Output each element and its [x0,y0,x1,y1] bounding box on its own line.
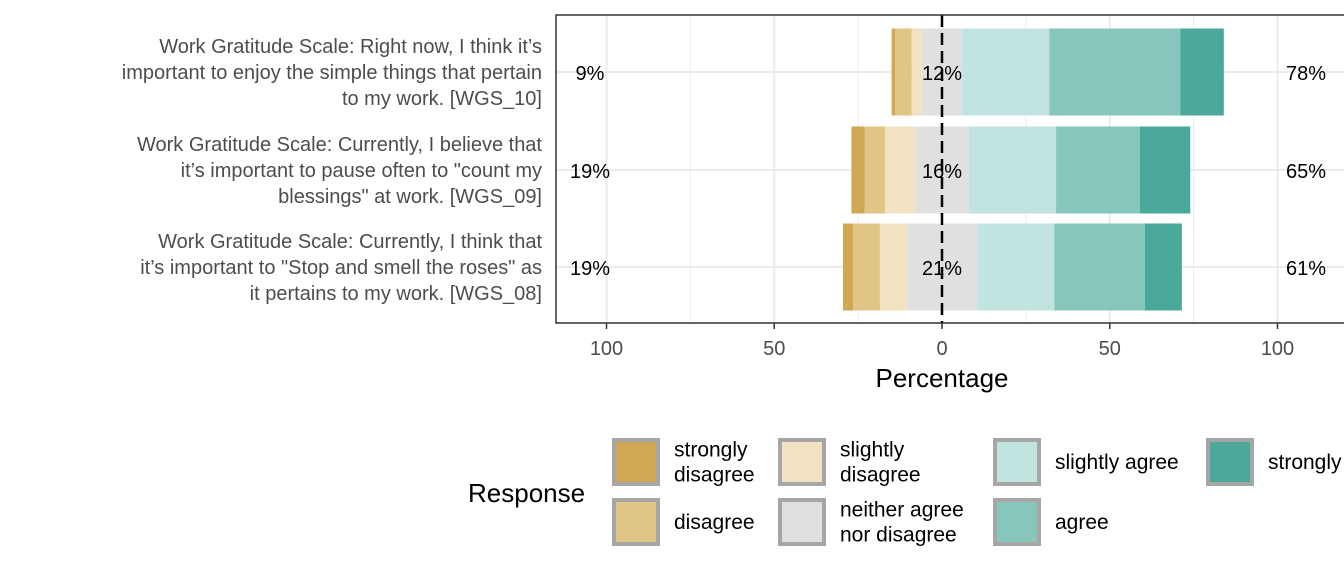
bar-segment-disagree [853,223,880,311]
legend-key [612,498,660,546]
legend-key [778,498,826,546]
legend-label: agree [1055,511,1109,534]
percent-label-neutral: 12% [922,63,962,85]
legend-label: disagree [840,464,921,487]
legend-label: disagree [674,511,755,534]
x-tick-label: 50 [763,338,785,360]
item-label-line: Work Gratitude Scale: Right now, I think… [159,36,542,58]
legend-title: Response [468,478,585,508]
x-axis-ticks: 100 50 0 50 100 [590,323,1294,360]
legend-label: nor disagree [840,524,957,547]
item-labels: Work Gratitude Scale: Right now, I think… [122,36,543,305]
legend-key [993,438,1041,486]
bar-segment-strongly-agree [1180,28,1224,116]
item-label-line: important to enjoy the simple things tha… [122,62,542,84]
bar-segment-slightly-agree [962,28,1050,116]
x-tick-label: 50 [1099,338,1121,360]
item-label-line: to my work. [WGS_10] [342,88,542,110]
legend-key [1206,438,1254,486]
bar-segment-disagree [864,126,885,214]
legend-label: slightly agree [1055,451,1179,474]
legend-key [778,438,826,486]
bar-segment-strongly-agree [1144,223,1182,311]
item-label-line: blessings" at work. [WGS_09] [278,186,542,208]
x-tick-label: 100 [1261,338,1294,360]
bar-segment-agree [1054,223,1145,311]
item-label-line: Work Gratitude Scale: Currently, I belie… [137,134,542,156]
percent-label-low: 9% [576,63,605,85]
bar-segment-slightly-disagree [911,28,922,116]
percent-label-high: 61% [1286,258,1326,280]
legend-key [612,438,660,486]
bar-segment-strongly-disagree [851,126,865,214]
bar-segment-strongly-disagree [843,223,854,311]
bar-segment-slightly-disagree [879,223,907,311]
bar-segment-agree [1049,28,1181,116]
x-tick-label: 100 [590,338,623,360]
legend-key [993,498,1041,546]
percent-label-neutral: 16% [922,161,962,183]
bars [843,28,1224,311]
item-label-line: it’s important to "Stop and smell the ro… [140,257,542,279]
percent-label-neutral: 21% [922,258,962,280]
bar-segment-slightly-agree [977,223,1055,311]
percent-labels: 9% 12% 78% 19% 16% 65% 19% 21% 61% [570,63,1326,280]
legend-label: disagree [674,464,755,487]
legend-label: slightly [840,439,905,462]
item-label-line: it pertains to my work. [WGS_08] [250,283,542,305]
item-label-line: it’s important to pause often to "count … [181,160,542,182]
legend: stronglydisagreedisagreeslightlydisagree… [612,438,1344,547]
x-tick-label: 0 [936,338,947,360]
bar-segment-disagree [895,28,912,116]
item-label-line: Work Gratitude Scale: Currently, I think… [158,231,542,253]
bar-segment-strongly-disagree [891,28,896,116]
percent-label-high: 65% [1286,161,1326,183]
bar-segment-agree [1056,126,1140,214]
bar-segment-slightly-disagree [884,126,916,214]
legend-label: neither agree [840,499,964,522]
percent-label-high: 78% [1286,63,1326,85]
x-axis-title: Percentage [876,363,1009,393]
bar-segment-strongly-agree [1139,126,1191,214]
legend-label: strongly agree [1268,451,1344,474]
percent-label-low: 19% [570,161,610,183]
percent-label-low: 19% [570,258,610,280]
panel-border [555,14,1344,324]
bar-segment-slightly-agree [968,126,1057,214]
legend-label: strongly [674,439,748,462]
